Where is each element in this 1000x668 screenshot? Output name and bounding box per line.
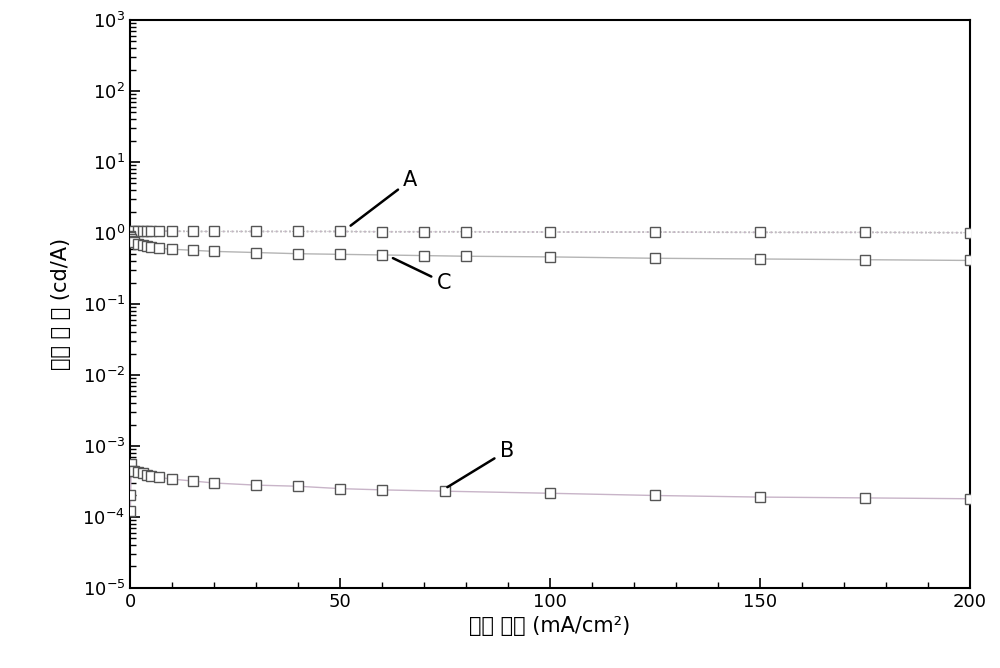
X-axis label: 电流 密度 (mA/cm²): 电流 密度 (mA/cm²) bbox=[469, 617, 631, 636]
Y-axis label: 电流 效 率 (cd/A): 电流 效 率 (cd/A) bbox=[51, 238, 71, 370]
Text: C: C bbox=[393, 258, 451, 293]
Text: B: B bbox=[447, 441, 514, 487]
Text: A: A bbox=[351, 170, 417, 226]
